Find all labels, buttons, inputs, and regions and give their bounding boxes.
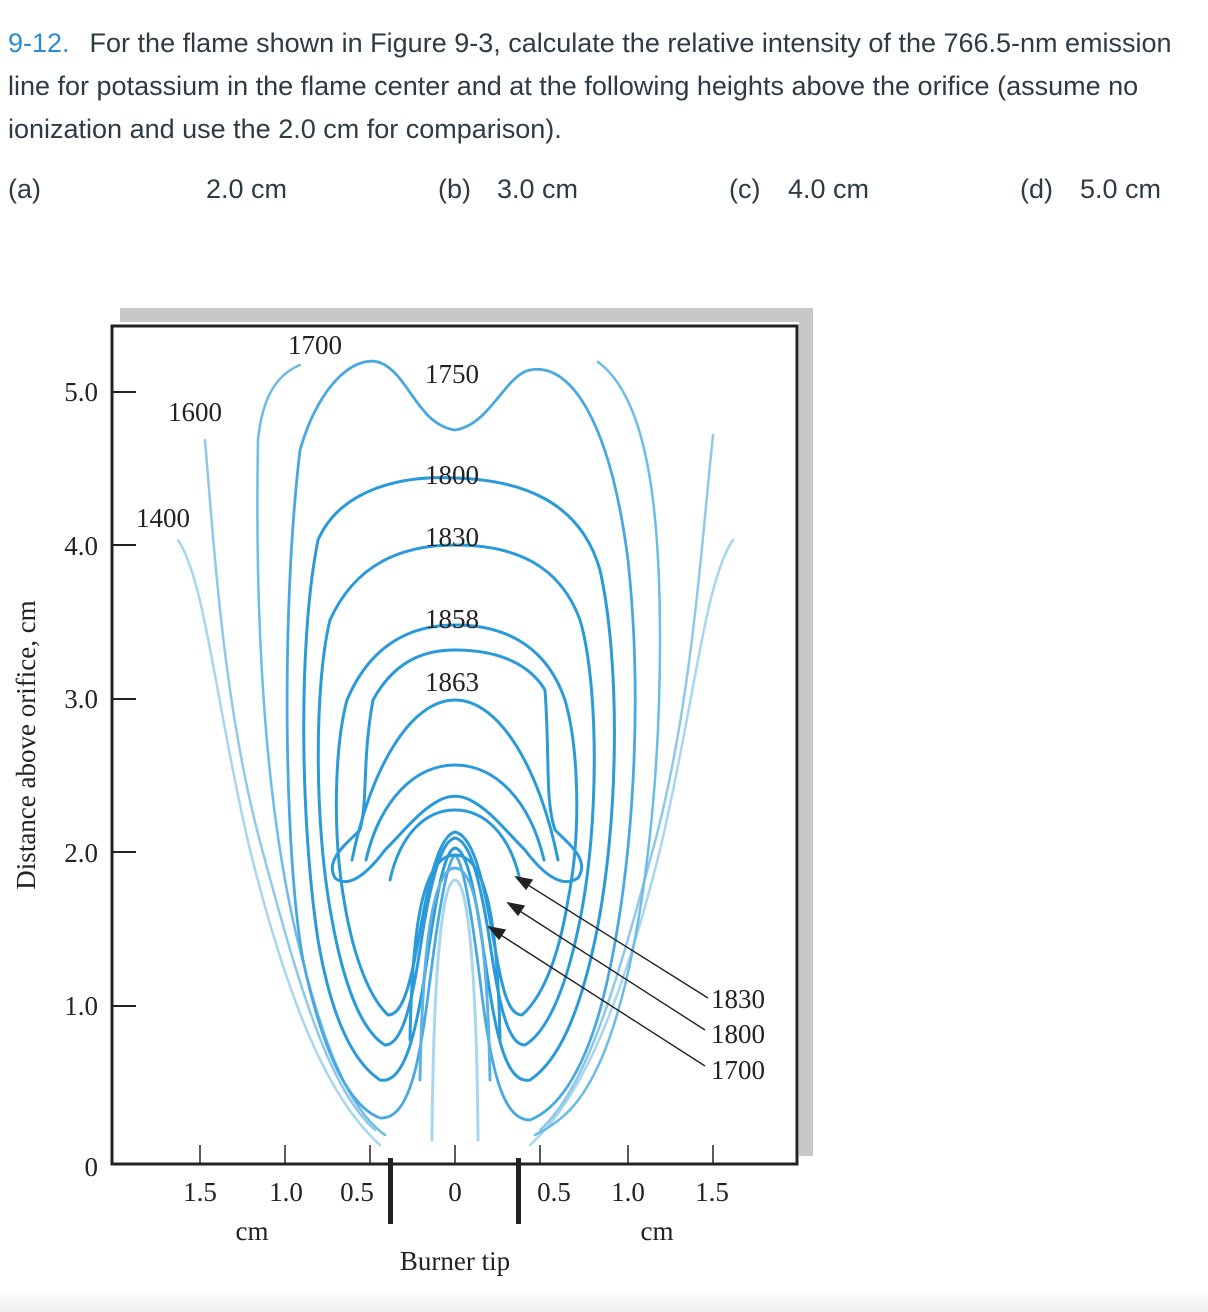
label-1400: 1400	[136, 503, 190, 533]
burner-wall-left	[388, 1158, 393, 1224]
isotherm-1600-right	[538, 433, 715, 1132]
callout-labels: 1830 1800 1700	[711, 984, 765, 1085]
callout-1800: 1800	[711, 1019, 765, 1049]
arrow-1830	[519, 879, 709, 999]
label-1600: 1600	[168, 397, 222, 427]
y-label-0: 0	[85, 1152, 99, 1182]
x-tick-labels: 1.5 1.0 0.5 0 0.5 1.0 1.5 cm cm Burner t…	[183, 1177, 729, 1276]
label-1830: 1830	[425, 522, 479, 552]
y-label-5: 5.0	[64, 377, 98, 407]
arrow-1830-head	[514, 875, 534, 891]
isotherm-1700-outer-right	[533, 360, 662, 1137]
isotherm-1800	[302, 476, 616, 1082]
y-axis-label: Distance above orifice, cm	[11, 600, 41, 889]
y-label-2: 2.0	[64, 838, 98, 868]
x-unit-left: cm	[236, 1216, 269, 1246]
label-1700-top: 1700	[288, 330, 342, 360]
problem-statement: 9-12. For the flame shown in Figure 9-3, …	[8, 22, 1198, 151]
plot-shadow-right	[799, 308, 813, 1156]
problem-text: For the flame shown in Figure 9-3, calcu…	[8, 28, 1172, 144]
callout-1830: 1830	[711, 984, 765, 1014]
label-1863: 1863	[425, 667, 479, 697]
x-unit-right: cm	[641, 1216, 674, 1246]
isotherm-1400-right	[528, 538, 735, 1147]
choice-a-value: 2.0 cm	[206, 174, 288, 204]
isotherm-core-1700	[430, 878, 480, 1142]
page-bottom-edge	[0, 1290, 1208, 1312]
y-label-1: 1.0	[64, 991, 98, 1021]
problem-number: 9-12.	[8, 28, 70, 58]
y-axis-ticks	[112, 391, 136, 1007]
choice-c-value: 4.0 cm	[788, 174, 870, 204]
plot-shadow	[120, 308, 813, 322]
plot-frame	[110, 324, 799, 1166]
choice-d-label: (d)	[1020, 174, 1053, 204]
choice-b-value: 3.0 cm	[497, 174, 579, 204]
isotherm-core-1800	[418, 866, 492, 1082]
callout-1700: 1700	[711, 1055, 765, 1085]
arrow-1800	[511, 905, 706, 1031]
isotherm-1750	[285, 359, 637, 1122]
arrow-1700	[492, 929, 706, 1067]
label-1800: 1800	[425, 460, 479, 490]
isotherm-inner-arch-2	[364, 763, 546, 862]
choice-d-value: 5.0 cm	[1080, 174, 1162, 204]
isotherm-labels: 1700 1750 1600 1800 1400 1830 1858 1863	[136, 330, 479, 697]
x-label-l15: 1.5	[183, 1177, 217, 1207]
choice-b-label: (b)	[438, 174, 471, 204]
answer-choices: (a) 2.0 cm (b) 3.0 cm (c) 4.0 cm (d) 5.0…	[0, 174, 1208, 214]
isotherm-1830	[316, 543, 596, 1047]
isotherm-1863	[330, 648, 584, 884]
callout-arrows	[487, 875, 709, 1067]
isotherms	[176, 359, 735, 1147]
isotherm-core-1830	[408, 853, 502, 1042]
y-tick-labels: 5.0 4.0 3.0 2.0 1.0 0	[64, 377, 98, 1182]
x-label-r15: 1.5	[695, 1177, 729, 1207]
flame-temperature-figure: 1700 1750 1600 1800 1400 1830 1858 1863 …	[11, 308, 813, 1276]
arrow-1800-head	[506, 901, 526, 917]
y-label-4: 4.0	[64, 531, 98, 561]
isotherm-1400-outer	[176, 538, 382, 1147]
x-axis-label: Burner tip	[400, 1246, 510, 1276]
choice-c-label: (c)	[729, 174, 761, 204]
isotherm-inner-arch-3	[388, 808, 522, 882]
x-label-l05: 0.5	[340, 1177, 374, 1207]
arrow-1700-head	[487, 925, 507, 941]
x-label-r10: 1.0	[611, 1177, 645, 1207]
label-1858: 1858	[425, 604, 479, 634]
isotherm-1600-left	[203, 438, 377, 1132]
label-1750: 1750	[425, 359, 479, 389]
choice-a-label: (a)	[8, 174, 41, 204]
y-label-3: 3.0	[64, 684, 98, 714]
isotherm-inner-arch	[350, 698, 560, 862]
x-axis-ticks	[199, 1145, 714, 1164]
x-label-0: 0	[448, 1177, 462, 1207]
x-label-l10: 1.0	[269, 1177, 303, 1207]
burner-wall-right	[516, 1158, 521, 1224]
x-label-r05: 0.5	[537, 1177, 571, 1207]
